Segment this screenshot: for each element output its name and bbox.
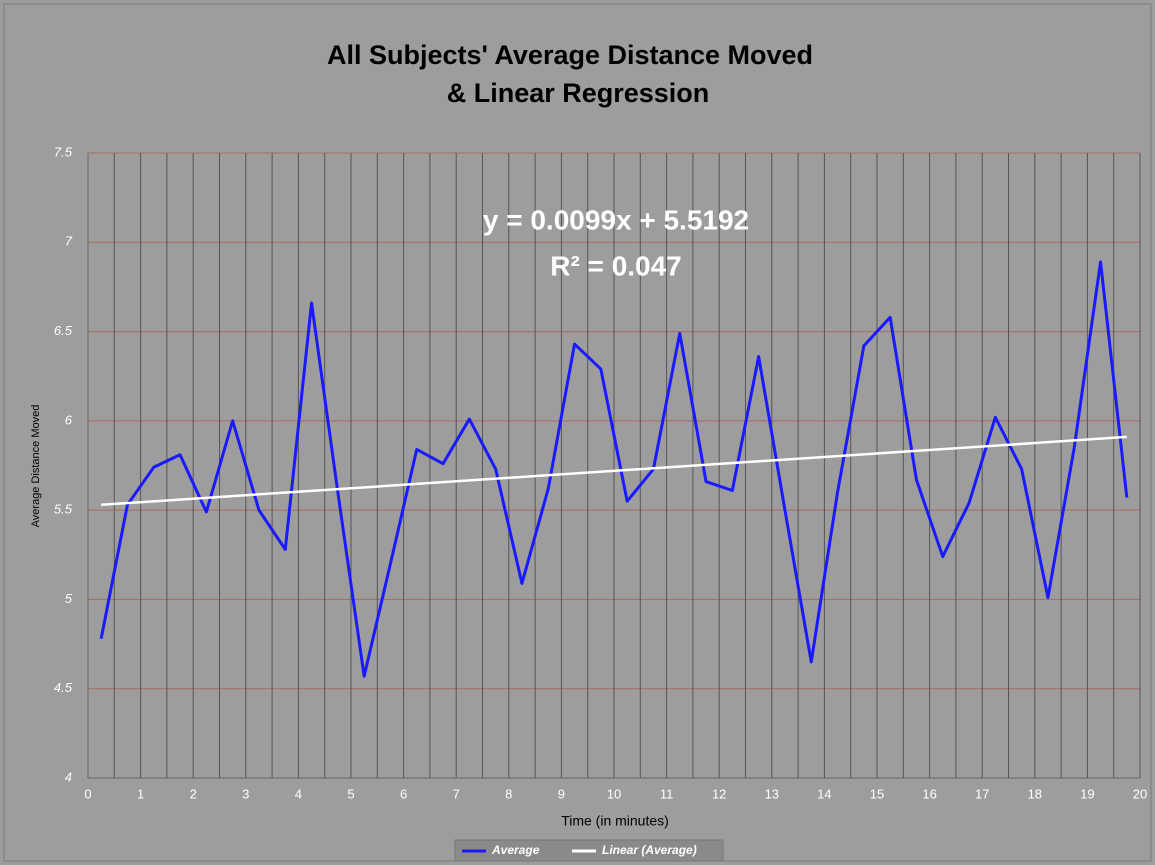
y-tick-label: 7.5 bbox=[54, 144, 73, 159]
y-tick-label: 4.5 bbox=[54, 680, 73, 695]
x-tick-label: 3 bbox=[242, 786, 249, 801]
y-tick-label: 4 bbox=[65, 769, 72, 784]
x-tick-label: 4 bbox=[295, 786, 302, 801]
y-tick-label: 5 bbox=[65, 591, 73, 606]
x-tick-label: 2 bbox=[190, 786, 197, 801]
x-tick-label: 20 bbox=[1133, 786, 1147, 801]
chart-title: & Linear Regression bbox=[447, 78, 710, 108]
legend-label: Linear (Average) bbox=[602, 843, 697, 857]
x-tick-label: 6 bbox=[400, 786, 407, 801]
legend: Average Linear (Average) bbox=[454, 839, 724, 862]
series-line bbox=[101, 435, 1127, 507]
chart-title: All Subjects' Average Distance Moved bbox=[327, 40, 813, 70]
x-tick-label: 16 bbox=[922, 786, 936, 801]
x-tick-label: 17 bbox=[975, 786, 989, 801]
x-tick-label: 0 bbox=[84, 786, 91, 801]
y-tick-label: 5.5 bbox=[54, 502, 73, 517]
x-tick-label: 9 bbox=[558, 786, 565, 801]
x-axis-label: Time (in minutes) bbox=[561, 813, 669, 829]
x-tick-label: 5 bbox=[347, 786, 354, 801]
y-tick-label: 6 bbox=[65, 412, 73, 427]
x-tick-label: 7 bbox=[453, 786, 460, 801]
annotation: R² = 0.047 bbox=[550, 250, 682, 281]
x-tick-label: 11 bbox=[660, 786, 674, 801]
y-axis-label: Average Distance Moved bbox=[30, 405, 42, 528]
x-tick-label: 8 bbox=[505, 786, 512, 801]
x-tick-label: 19 bbox=[1080, 786, 1094, 801]
annotation: y = 0.0099x + 5.5192 bbox=[483, 204, 749, 235]
x-tick-label: 1 bbox=[137, 786, 144, 801]
x-tick-label: 13 bbox=[765, 786, 779, 801]
x-tick-label: 18 bbox=[1028, 786, 1042, 801]
series-line bbox=[99, 260, 1129, 678]
plot bbox=[99, 260, 1129, 678]
x-tick-label: 15 bbox=[870, 786, 884, 801]
x-tick-label: 10 bbox=[607, 786, 621, 801]
legend-label: Average bbox=[491, 843, 540, 857]
x-tick-label: 14 bbox=[817, 786, 831, 801]
y-tick-label: 6.5 bbox=[54, 323, 73, 338]
x-tick-label: 12 bbox=[712, 786, 726, 801]
y-tick-label: 7 bbox=[65, 234, 73, 249]
grid: 44.555.566.577.50 1 2 3 4 5 6 7 8 9 10 11 12 13 14 15 16… bbox=[54, 144, 1147, 801]
